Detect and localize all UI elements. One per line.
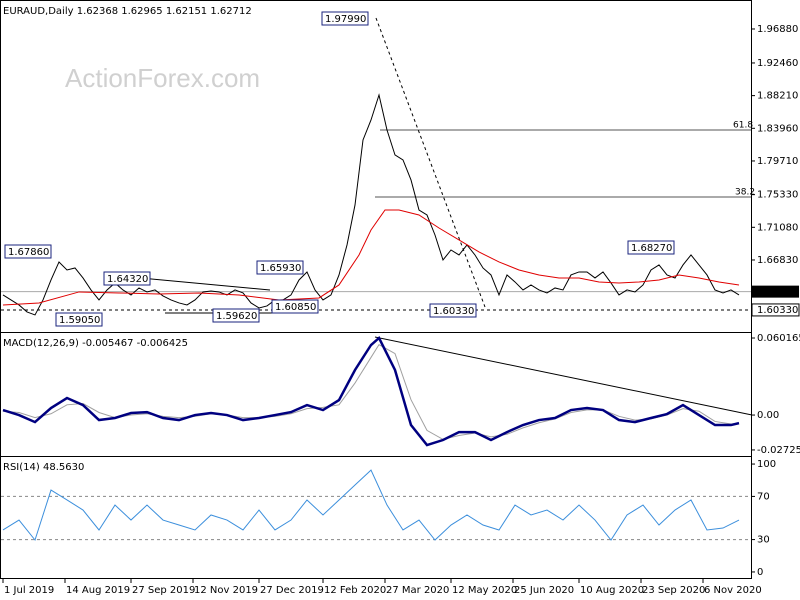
trend-line (374, 336, 753, 416)
readout: 1.62151 (166, 6, 207, 17)
y-tick-label: 1.92460 (757, 58, 798, 69)
annotation-box (627, 240, 675, 255)
price-box (751, 303, 800, 317)
annotation-box (256, 260, 304, 275)
x-tick-label: 12 Nov 2019 (194, 585, 258, 596)
y-tick-label: 1.71080 (757, 222, 798, 233)
annotation: 1.68270 (631, 243, 672, 254)
annotation: 1.67860 (8, 247, 49, 258)
x-tick-label: 23 Sep 2020 (642, 585, 705, 596)
series-line (2, 93, 740, 316)
annotation: 1.59620 (216, 311, 257, 322)
x-tick-label: 12 May 2020 (452, 585, 517, 596)
annotation-box (103, 271, 151, 286)
panel-title: MACD(12,26,9) -0.005467 -0.006425 (3, 338, 188, 349)
annotation-box (55, 312, 103, 327)
readout: 1.62712 (210, 6, 251, 17)
y-tick-label: 1.88210 (757, 91, 798, 102)
x-tick-label: 1 Jul 2019 (4, 585, 54, 596)
annotation-box (271, 299, 319, 314)
x-tick-label: 27 Dec 2019 (260, 585, 324, 596)
readout: -0.005467 (82, 338, 133, 349)
annotation: 1.59050 (59, 315, 100, 326)
y-tick-label: 1.75330 (757, 190, 798, 201)
readout: 1.62965 (121, 6, 162, 17)
trend-line (129, 276, 271, 291)
y-tick-label: 100 (757, 459, 776, 470)
y-tick-label: 1.62712 (757, 287, 798, 298)
y-tick-label: 30 (757, 535, 770, 546)
annotation: 1.60850 (275, 302, 316, 313)
y-tick-label: 0.060165 (757, 333, 800, 344)
series-line (2, 335, 740, 447)
panel-title: RSI(14) 48.5630 (3, 462, 84, 473)
y-tick-label: -0.02725 (757, 445, 800, 456)
fib-label: 38.2 (735, 188, 755, 198)
y-tick-label: 1.60330 (757, 305, 798, 316)
readout: 48.5630 (43, 462, 84, 473)
frame (0, 0, 752, 579)
x-tick-label: 12 Feb 2020 (324, 585, 386, 596)
annotation: 1.64320 (107, 274, 148, 285)
series-line (2, 209, 740, 306)
x-tick-label: 27 Mar 2020 (386, 585, 449, 596)
annotation-box (4, 244, 52, 259)
readout: -0.006425 (137, 338, 188, 349)
indicator-name: MACD(12,26,9) (3, 338, 79, 349)
panel-title: EURAUD,Daily 1.62368 1.62965 1.62151 1.6… (3, 6, 252, 17)
x-tick-label: 25 Jun 2020 (514, 585, 574, 596)
annotation-box (321, 11, 369, 26)
y-tick-label: 1.66830 (757, 255, 798, 266)
watermark: ActionForex.com (65, 63, 260, 93)
y-tick-label: 1.83960 (757, 123, 798, 134)
x-tick-label: 14 Aug 2019 (66, 585, 130, 596)
readout: 1.62368 (77, 6, 118, 17)
annotation: 1.65930 (260, 263, 301, 274)
y-tick-label: 1.79710 (757, 156, 798, 167)
x-tick-label: 6 Nov 2020 (704, 585, 762, 596)
fib-label: 61.8 (733, 121, 753, 131)
y-tick-label: 0 (757, 567, 763, 578)
annotation: 1.60330 (433, 306, 474, 317)
indicator-name: EURAUD,Daily (3, 6, 74, 17)
indicator-name: RSI(14) (3, 462, 40, 473)
x-tick-label: 27 Sep 2019 (132, 585, 195, 596)
annotation: 1.97990 (325, 14, 366, 25)
series-line (2, 343, 740, 440)
y-tick-label: 0.00 (757, 410, 779, 421)
x-tick-label: 10 Aug 2020 (580, 585, 644, 596)
y-tick-label: 70 (757, 491, 770, 502)
annotation-box (212, 308, 260, 323)
price-box (752, 285, 799, 298)
y-tick-label: 1.96880 (757, 24, 798, 35)
annotation-box (429, 303, 477, 318)
series-line (2, 469, 740, 542)
